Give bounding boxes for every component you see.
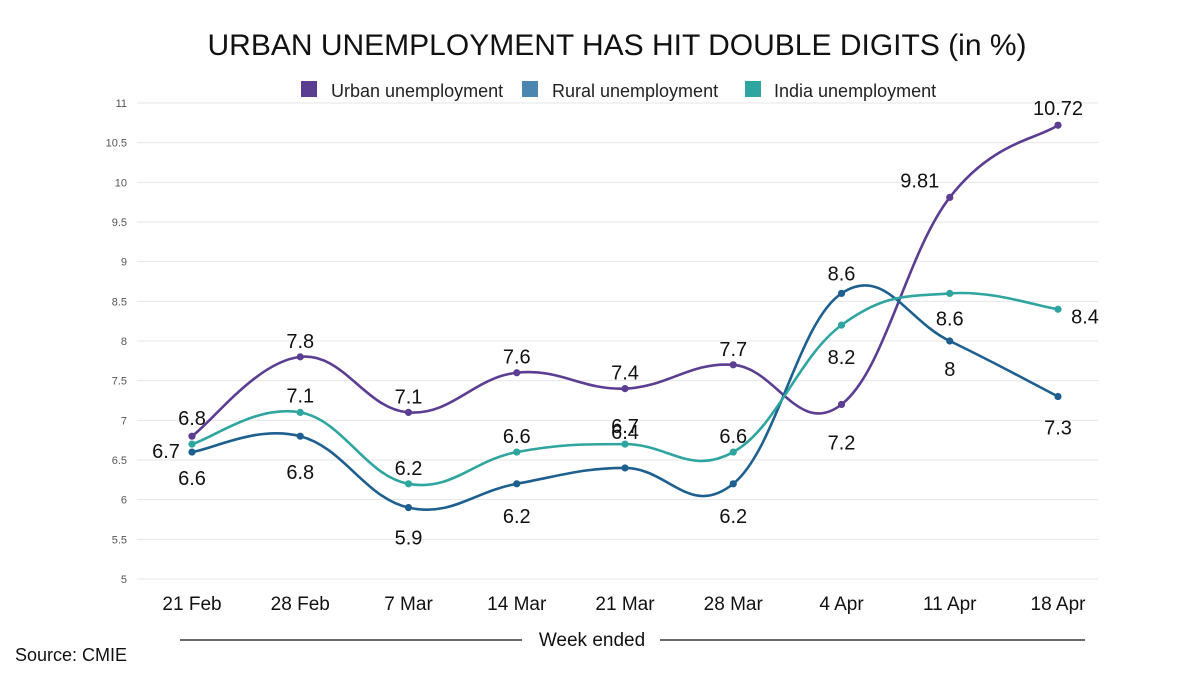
data-label-rural: 6.6 — [178, 468, 206, 490]
data-point-rural — [404, 504, 413, 512]
data-point-india — [296, 408, 304, 416]
y-tick-label: 6 — [121, 495, 127, 507]
data-point-urban — [188, 432, 196, 440]
data-point-urban — [837, 400, 846, 409]
data-point-rural — [837, 289, 846, 297]
data-point-urban — [1054, 121, 1062, 129]
data-point-urban — [946, 193, 954, 202]
data-label-urban: 7.7 — [719, 339, 747, 361]
data-point-urban — [404, 408, 413, 416]
data-label-india: 8.2 — [828, 347, 856, 369]
data-label-rural: 5.9 — [395, 528, 423, 550]
data-label-india: 7.1 — [286, 385, 314, 407]
data-point-rural — [729, 480, 737, 488]
data-point-rural — [513, 480, 521, 488]
data-label-rural: 8 — [944, 359, 955, 381]
y-tick-label: 7.5 — [112, 376, 127, 388]
y-tick-label: 5.5 — [112, 534, 127, 546]
series-points — [188, 121, 1062, 512]
x-tick-label: 11 Apr — [923, 594, 977, 615]
data-point-india — [837, 321, 846, 329]
data-point-india — [621, 440, 629, 448]
data-point-india — [1054, 305, 1062, 313]
data-point-india — [729, 448, 737, 456]
data-point-urban — [729, 361, 737, 369]
data-labels: 6.8 7.8 7.1 7.6 7.4 7.7 7.2 9.81 10.72 6.6 6.8 5.9 6… — [152, 98, 1099, 549]
data-label-rural: 6.8 — [286, 462, 314, 484]
y-tick-label: 5 — [121, 574, 127, 586]
data-label-rural: 8.6 — [828, 263, 856, 285]
legend-label-rural: Rural unemployment — [552, 81, 718, 101]
y-tick-label: 9.5 — [112, 217, 127, 229]
data-point-india — [946, 289, 954, 297]
data-label-rural: 6.2 — [503, 506, 531, 528]
data-label-urban: 10.72 — [1033, 98, 1083, 120]
y-tick-label: 10.5 — [106, 138, 127, 150]
legend-swatch-urban — [301, 81, 317, 97]
gridlines — [137, 102, 1098, 580]
data-label-rural: 7.3 — [1044, 418, 1072, 440]
data-label-rural: 6.4 — [611, 422, 639, 444]
y-tick-label: 7 — [121, 415, 127, 427]
chart-title: URBAN UNEMPLOYMENT HAS HIT DOUBLE DIGITS… — [207, 29, 1026, 62]
data-label-urban: 6.8 — [178, 408, 206, 430]
data-point-rural — [296, 432, 304, 440]
data-label-urban: 7.8 — [286, 331, 314, 353]
x-tick-label: 21 Mar — [595, 594, 655, 615]
data-point-rural — [1054, 392, 1062, 401]
data-label-india: 8.4 — [1071, 306, 1099, 328]
data-label-urban: 9.81 — [900, 170, 939, 192]
data-point-rural — [621, 464, 629, 472]
series-line-urban — [191, 124, 1059, 438]
legend-label-urban: Urban unemployment — [331, 81, 503, 101]
y-tick-label: 11 — [116, 98, 127, 110]
x-tick-label: 7 Mar — [384, 594, 433, 615]
x-tick-label: 18 Apr — [1031, 594, 1087, 615]
x-tick-label: 14 Mar — [487, 594, 547, 615]
y-tick-label: 6.5 — [112, 455, 127, 467]
data-point-urban — [296, 353, 304, 361]
x-tick-label: 28 Mar — [704, 594, 764, 615]
data-label-india: 6.7 — [152, 441, 180, 463]
data-label-urban: 7.6 — [503, 347, 531, 369]
data-point-india — [188, 440, 196, 448]
y-axis: 5 5.5 6 6.5 7 7.5 8 8.5 9 9.5 10 10.5 11 — [106, 98, 127, 586]
data-label-urban: 7.2 — [828, 432, 856, 454]
data-label-india: 6.7 — [611, 416, 639, 438]
legend: Urban unemployment Rural unemployment In… — [301, 81, 936, 101]
x-axis: 21 Feb 28 Feb 7 Mar 14 Mar 21 Mar 28 Mar 4 Apr… — [162, 594, 1086, 615]
source-note: Source: CMIE — [15, 645, 127, 665]
data-point-urban — [513, 369, 521, 377]
data-point-india — [513, 448, 521, 456]
legend-swatch-rural — [522, 81, 538, 97]
data-label-urban: 7.4 — [611, 363, 639, 385]
data-label-india: 6.2 — [395, 458, 423, 480]
x-axis-title-group: Week ended — [180, 630, 1085, 651]
y-tick-label: 8.5 — [112, 296, 127, 308]
data-point-india — [404, 480, 413, 488]
y-tick-label: 9 — [121, 257, 127, 269]
x-tick-label: 4 Apr — [819, 594, 864, 615]
legend-swatch-india — [745, 81, 761, 97]
legend-label-india: India unemployment — [774, 81, 936, 101]
y-tick-label: 10 — [115, 177, 127, 189]
data-label-urban: 7.1 — [395, 386, 423, 408]
data-point-rural — [188, 448, 196, 456]
series-line-rural — [191, 284, 1059, 511]
data-label-india: 6.6 — [503, 426, 531, 448]
x-axis-title: Week ended — [539, 630, 645, 651]
data-label-india: 8.6 — [936, 308, 964, 330]
y-tick-label: 8 — [121, 336, 127, 348]
data-label-rural: 6.2 — [719, 506, 747, 528]
data-point-rural — [946, 337, 954, 345]
data-point-urban — [621, 385, 629, 393]
x-tick-label: 28 Feb — [271, 594, 330, 615]
data-label-india: 6.6 — [719, 426, 747, 448]
x-tick-label: 21 Feb — [162, 594, 221, 615]
